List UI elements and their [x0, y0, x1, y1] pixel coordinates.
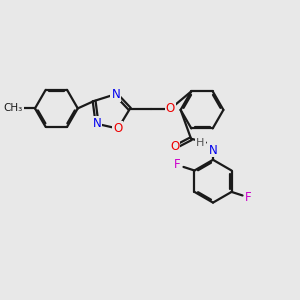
Text: H: H: [196, 138, 205, 148]
Text: F: F: [245, 191, 252, 204]
Text: CH₃: CH₃: [4, 103, 23, 113]
Text: O: O: [113, 122, 122, 135]
Text: O: O: [170, 140, 179, 153]
Text: N: N: [93, 117, 101, 130]
Text: O: O: [166, 103, 175, 116]
Text: F: F: [174, 158, 181, 171]
Text: N: N: [208, 143, 217, 157]
Text: N: N: [111, 88, 120, 100]
